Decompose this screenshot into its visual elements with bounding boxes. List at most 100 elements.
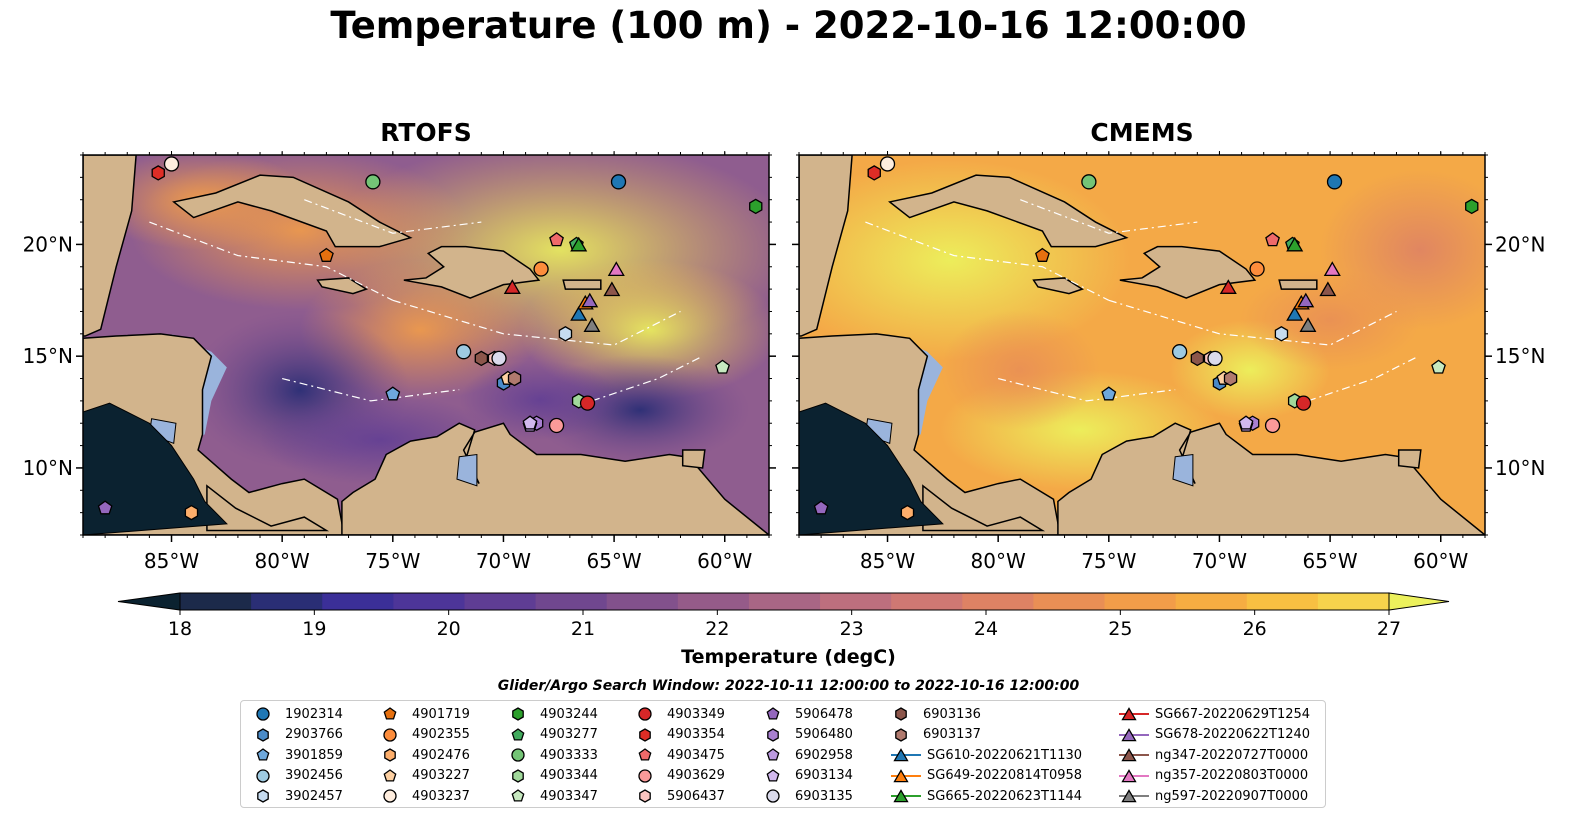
marker-SG665-20220623T1144-cmems bbox=[1286, 236, 1304, 252]
legend-item: 4903333 bbox=[506, 745, 598, 765]
colorbar-segment bbox=[535, 593, 608, 610]
legend-marker-icon bbox=[1119, 748, 1149, 762]
marker-4902355-cmems bbox=[1249, 261, 1265, 277]
colorbar-segment bbox=[891, 593, 963, 610]
marker-4903475-rtofs bbox=[549, 232, 564, 247]
x-tick-label: 65°W bbox=[586, 549, 641, 573]
marker-5906478-rtofs bbox=[97, 500, 113, 515]
legend-label: 4903629 bbox=[667, 768, 725, 783]
marker-4903347-cmems bbox=[1431, 359, 1446, 374]
legend-label: 2903766 bbox=[285, 727, 343, 742]
marker-6903135-rtofs bbox=[491, 350, 507, 367]
colorbar-segment bbox=[1033, 593, 1106, 610]
map-frame bbox=[798, 154, 1486, 536]
legend-marker-icon bbox=[895, 727, 907, 742]
legend-item: 4902355 bbox=[378, 725, 470, 745]
land-mass bbox=[922, 484, 1046, 532]
lake bbox=[456, 453, 478, 487]
marker-4903333-cmems bbox=[1081, 174, 1097, 190]
eez-boundary bbox=[865, 221, 1110, 301]
legend-marker-icon bbox=[891, 768, 921, 782]
legend-item: 6902958 bbox=[761, 745, 853, 765]
marker-SG667-20220629T1254-cmems bbox=[1219, 279, 1237, 294]
colorbar-tick-label: 19 bbox=[302, 618, 326, 640]
marker-SG665-20220623T1144-rtofs bbox=[570, 236, 588, 252]
x-tick-label: 65°W bbox=[1302, 549, 1357, 573]
marker-5906478-cmems bbox=[813, 500, 829, 515]
eez-boundary bbox=[591, 355, 703, 402]
colorbar-segment bbox=[748, 593, 821, 610]
pacific-ocean bbox=[799, 402, 944, 535]
marker-SG678-20220622T1240-rtofs bbox=[581, 292, 599, 308]
legend-label: SG610-20220621T1130 bbox=[927, 747, 1083, 763]
marker-SG678-20220622T1240-cmems bbox=[1297, 292, 1315, 308]
land-mass bbox=[1278, 279, 1318, 290]
legend-item: 6903137 bbox=[889, 725, 981, 745]
legend-marker-icon bbox=[512, 707, 524, 721]
marker-1902314-rtofs bbox=[610, 174, 627, 190]
legend-label: 6903137 bbox=[923, 727, 981, 742]
legend-item: ng357-20220803T0000 bbox=[1117, 766, 1308, 786]
legend-item: SG678-20220622T1240 bbox=[1117, 725, 1310, 745]
colorbar-segment bbox=[606, 593, 679, 610]
pacific-ocean bbox=[83, 402, 228, 535]
marker-4903349-cmems bbox=[1295, 395, 1312, 411]
x-tick-label: 75°W bbox=[1081, 549, 1136, 573]
marker-4902476-rtofs bbox=[184, 504, 199, 521]
legend-item: 5906437 bbox=[633, 786, 725, 806]
colorbar-segment bbox=[962, 593, 1035, 610]
legend-label: 4901719 bbox=[412, 706, 470, 722]
legend-item: 4903277 bbox=[506, 725, 598, 745]
legend-marker-icon bbox=[891, 789, 921, 803]
legend-label: 4903349 bbox=[667, 706, 725, 722]
land-mass bbox=[316, 277, 368, 295]
legend-marker-icon bbox=[766, 748, 780, 761]
marker-4903347-rtofs bbox=[715, 359, 730, 374]
x-tick-label: 85°W bbox=[860, 549, 915, 573]
legend-title: Glider/Argo Search Window: 2022-10-11 12… bbox=[497, 678, 1080, 694]
marker-6903135-cmems bbox=[1207, 350, 1223, 367]
marker-4903333-rtofs bbox=[365, 174, 381, 190]
marker-SG610-20220621T1130-rtofs bbox=[570, 306, 588, 321]
rtofs-panel-title: RTOFS bbox=[380, 118, 472, 147]
colorbar-segment bbox=[251, 593, 323, 610]
colorbar: 18 19 20 21 22 23 24 25 26 27 bbox=[117, 592, 1450, 640]
marker-3902457-rtofs bbox=[558, 326, 573, 342]
colorbar-label: Temperature (degC) bbox=[681, 646, 896, 668]
legend-item: ng347-20220727T0000 bbox=[1117, 745, 1308, 765]
y-tick-label: 10°N bbox=[23, 456, 73, 480]
marker-6903137-cmems bbox=[1223, 370, 1238, 387]
marker-4903244-cmems bbox=[1465, 198, 1479, 215]
legend-item: 4903349 bbox=[633, 704, 725, 724]
legend-marker-icon bbox=[1119, 727, 1149, 741]
legend-item: SG610-20220621T1130 bbox=[889, 745, 1082, 765]
colorbar-extend-low bbox=[117, 592, 181, 611]
marker-1902314-cmems bbox=[1326, 174, 1343, 190]
marker-ng357-20220803T0000-cmems bbox=[1323, 261, 1341, 277]
x-tick-label: 80°W bbox=[971, 549, 1026, 573]
land-mass bbox=[341, 422, 769, 535]
marker-6903136-rtofs bbox=[474, 350, 489, 367]
legend-label: 6903136 bbox=[923, 706, 981, 722]
colorbar-segment bbox=[1104, 593, 1177, 610]
marker-4902355-rtofs bbox=[533, 261, 549, 277]
y-tick-label: 15°N bbox=[1495, 344, 1545, 368]
eez-boundary bbox=[282, 377, 460, 402]
legend-marker-icon bbox=[257, 789, 269, 803]
eez-boundary bbox=[1108, 299, 1397, 346]
legend-marker-icon bbox=[639, 789, 651, 803]
legend-marker-icon bbox=[638, 707, 652, 721]
legend-label: SG667-20220629T1254 bbox=[1155, 706, 1311, 722]
legend-item: 4903237 bbox=[378, 786, 470, 806]
legend-item: 6903136 bbox=[889, 704, 981, 724]
marker-6903136-cmems bbox=[1190, 350, 1205, 367]
legend-marker-icon bbox=[383, 727, 397, 742]
legend-label: SG665-20220623T1144 bbox=[927, 788, 1083, 804]
marker-4903629-cmems bbox=[1264, 417, 1281, 434]
colorbar-tick-label: 18 bbox=[168, 618, 192, 640]
colorbar-segment bbox=[1246, 593, 1319, 610]
legend-label: 3901859 bbox=[285, 747, 343, 763]
marker-6903134-rtofs bbox=[522, 415, 538, 430]
colorbar-segment bbox=[1317, 593, 1390, 610]
legend-marker-icon bbox=[512, 768, 524, 783]
